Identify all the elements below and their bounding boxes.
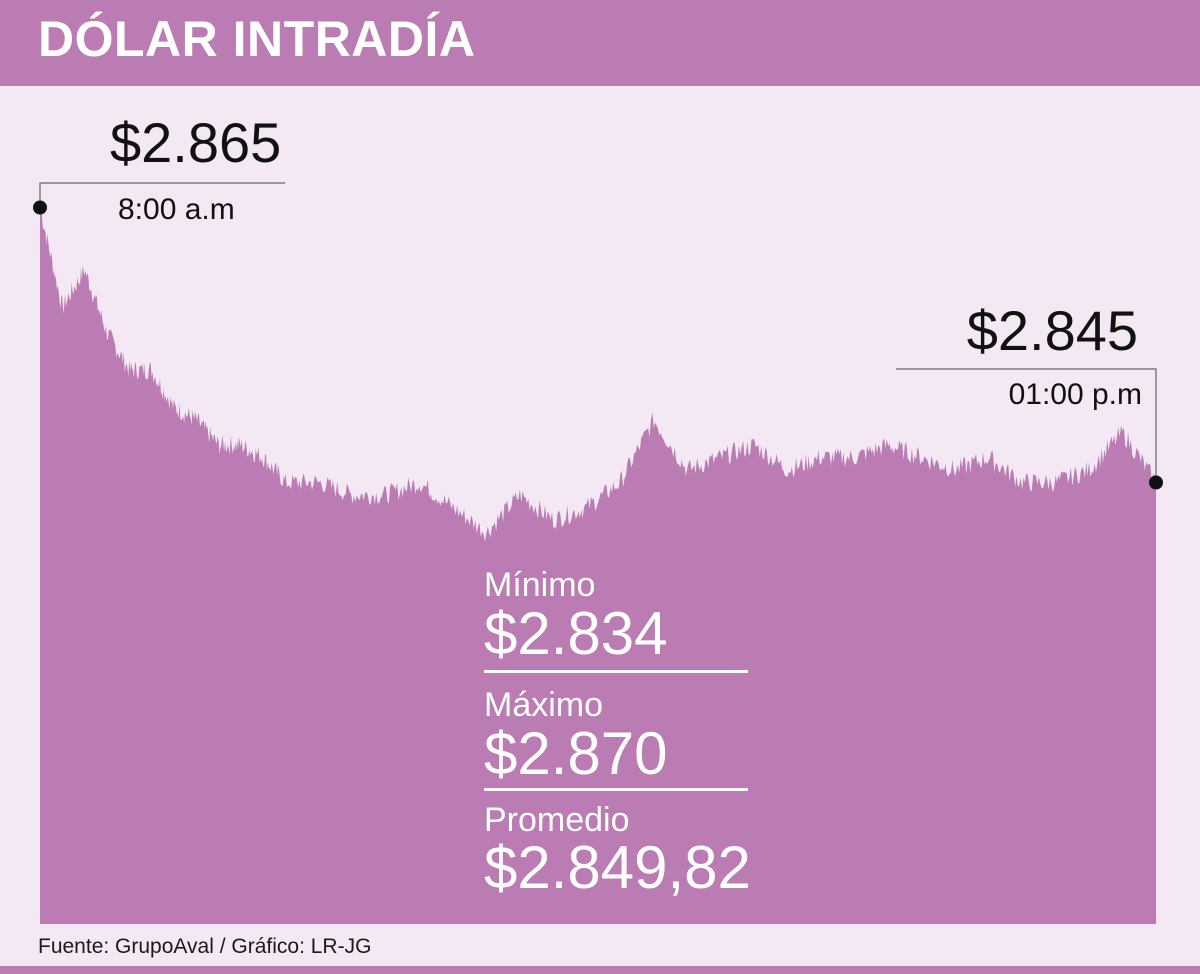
end-leader-line [896, 368, 1157, 483]
end-point-marker [1149, 475, 1163, 490]
start-point-marker [33, 200, 47, 215]
max-label: Máximo [484, 686, 604, 724]
max-divider [484, 788, 748, 791]
end-value-label: $2.845 [967, 299, 1138, 362]
max-value: $2.870 [484, 720, 668, 787]
min-label: Mínimo [484, 566, 596, 604]
min-value: $2.834 [484, 600, 668, 667]
header-bar: DÓLAR INTRADÍA [0, 0, 1200, 86]
footer-rule [0, 966, 1200, 974]
avg-label: Promedio [484, 801, 630, 839]
start-time-label: 8:00 a.m [118, 193, 235, 226]
start-leader-line [39, 182, 285, 208]
source-note: Fuente: GrupoAval / Gráfico: LR-JG [38, 935, 372, 958]
min-divider [484, 670, 748, 673]
chart-title: DÓLAR INTRADÍA [38, 11, 476, 67]
end-time-label: 01:00 p.m [1009, 378, 1142, 411]
start-value-label: $2.865 [110, 111, 281, 174]
price-area [40, 207, 1156, 924]
avg-value: $2.849,82 [484, 834, 751, 901]
